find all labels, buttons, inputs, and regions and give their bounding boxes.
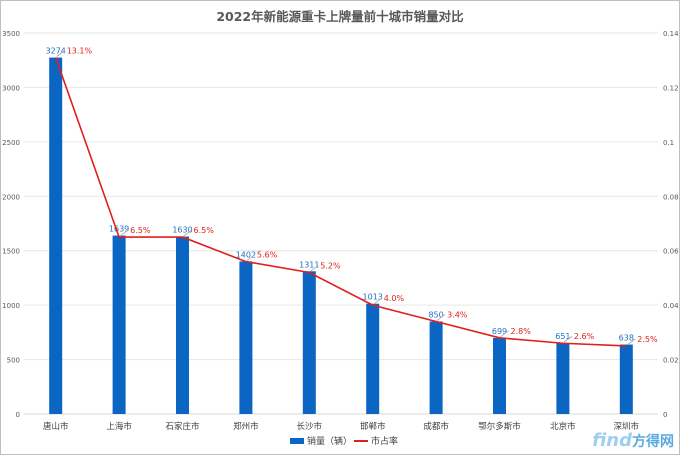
gridlines (24, 32, 658, 361)
bar-value-label: 850 (428, 310, 443, 319)
right-tick-label: 0.12 (663, 84, 679, 92)
category-label: 上海市 (106, 421, 132, 432)
bar (366, 303, 380, 414)
share-label: 2.6% (574, 332, 595, 341)
watermark-logo: find方得网 (592, 430, 674, 451)
bar (239, 261, 253, 414)
bar-value-label: 699 (492, 327, 507, 336)
bar (619, 344, 633, 414)
share-leader-line (246, 254, 256, 261)
share-label: 13.1% (67, 46, 93, 55)
watermark-find: find (592, 430, 632, 451)
bar (176, 236, 189, 414)
share-label: 6.5% (130, 226, 151, 235)
bar-value-label: 1402 (236, 250, 256, 259)
left-tick-label: 3500 (2, 30, 20, 38)
share-label: 5.6% (257, 251, 278, 260)
bar (556, 343, 570, 414)
share-label: 5.2% (320, 261, 341, 270)
bar-value-label: 651 (555, 332, 570, 341)
share-leader-line (627, 338, 636, 346)
left-tick-label: 0 (16, 411, 20, 419)
share-label: 3.4% (447, 310, 468, 319)
category-label: 唐山市 (43, 421, 69, 432)
right-tick-label: 0.02 (663, 357, 679, 365)
right-tick-label: 0.14 (663, 30, 679, 38)
bar-value-label: 1311 (299, 260, 319, 269)
bar (493, 337, 506, 414)
share-label: 4.0% (384, 294, 405, 303)
right-tick-label: 0.06 (663, 248, 679, 256)
category-label: 长沙市 (297, 421, 323, 432)
share-leader-line (563, 335, 573, 343)
right-axis-ticks: 0 0.02 0.04 0.06 0.08 0.1 0.12 0.14 (663, 30, 679, 419)
left-axis-ticks: 0 500 1000 1500 2000 2500 3000 3500 (2, 30, 20, 419)
right-tick-label: 0.04 (663, 302, 679, 310)
left-tick-label: 2500 (2, 139, 20, 147)
share-leader-line (500, 330, 509, 338)
share-label: 6.5% (194, 226, 215, 235)
left-tick-label: 1500 (2, 248, 20, 256)
chart-title: 2022年新能源重卡上牌量前十城市销量对比 (216, 9, 464, 24)
category-label: 邯郸市 (360, 421, 386, 432)
left-tick-label: 500 (7, 357, 20, 365)
share-label: 2.5% (637, 335, 658, 344)
legend: 销量（辆） 市占率 (290, 435, 398, 447)
bars-group (49, 57, 633, 414)
category-label: 鄂尔多斯市 (478, 421, 521, 432)
category-label: 郑州市 (233, 421, 259, 432)
right-tick-label: 0.1 (663, 139, 674, 147)
share-leader-line (56, 50, 65, 57)
legend-line-label: 市占率 (371, 435, 398, 447)
category-label: 深圳市 (614, 421, 640, 432)
category-label: 成都市 (423, 421, 449, 432)
bar-value-label: 1639 (109, 225, 129, 234)
bar (112, 235, 126, 414)
legend-bar-label: 销量（辆） (307, 435, 352, 447)
share-leader-line (310, 265, 319, 272)
share-line-group (54, 50, 636, 347)
right-tick-label: 0.08 (663, 193, 679, 201)
share-leader-line (119, 229, 129, 237)
bar (429, 321, 443, 414)
left-tick-label: 1000 (2, 302, 20, 310)
share-leader-line (436, 314, 446, 321)
category-label: 北京市 (550, 421, 576, 432)
share-leader-line (183, 229, 192, 237)
bar (49, 57, 63, 414)
share-line (54, 57, 627, 347)
share-leader-line (373, 297, 382, 305)
left-tick-label: 2000 (2, 193, 20, 201)
share-labels: 13.1% 6.5% 6.5% 5.6% 5.2% 4.0% 3.4% 2.8% 2.6% 2.5… (67, 46, 658, 343)
left-tick-label: 3000 (2, 84, 20, 92)
bar-value-labels: 3274 1639 1630 1402 1311 1013 850 699 651 638 (46, 47, 634, 343)
category-label: 石家庄市 (165, 421, 200, 432)
category-labels: 唐山市 上海市 石家庄市 郑州市 长沙市 邯郸市 成都市 鄂尔多斯市 北京市 深圳市 (43, 421, 640, 432)
legend-bar-swatch (290, 438, 304, 444)
bar-value-label: 638 (619, 334, 634, 343)
share-label: 2.8% (511, 327, 532, 336)
watermark-brand: 方得网 (632, 434, 674, 450)
bar (302, 271, 316, 414)
bar-value-label: 3274 (46, 47, 66, 56)
bar-value-label: 1013 (363, 293, 383, 302)
right-tick-label: 0 (663, 411, 667, 419)
bar-value-label: 1630 (172, 226, 192, 235)
